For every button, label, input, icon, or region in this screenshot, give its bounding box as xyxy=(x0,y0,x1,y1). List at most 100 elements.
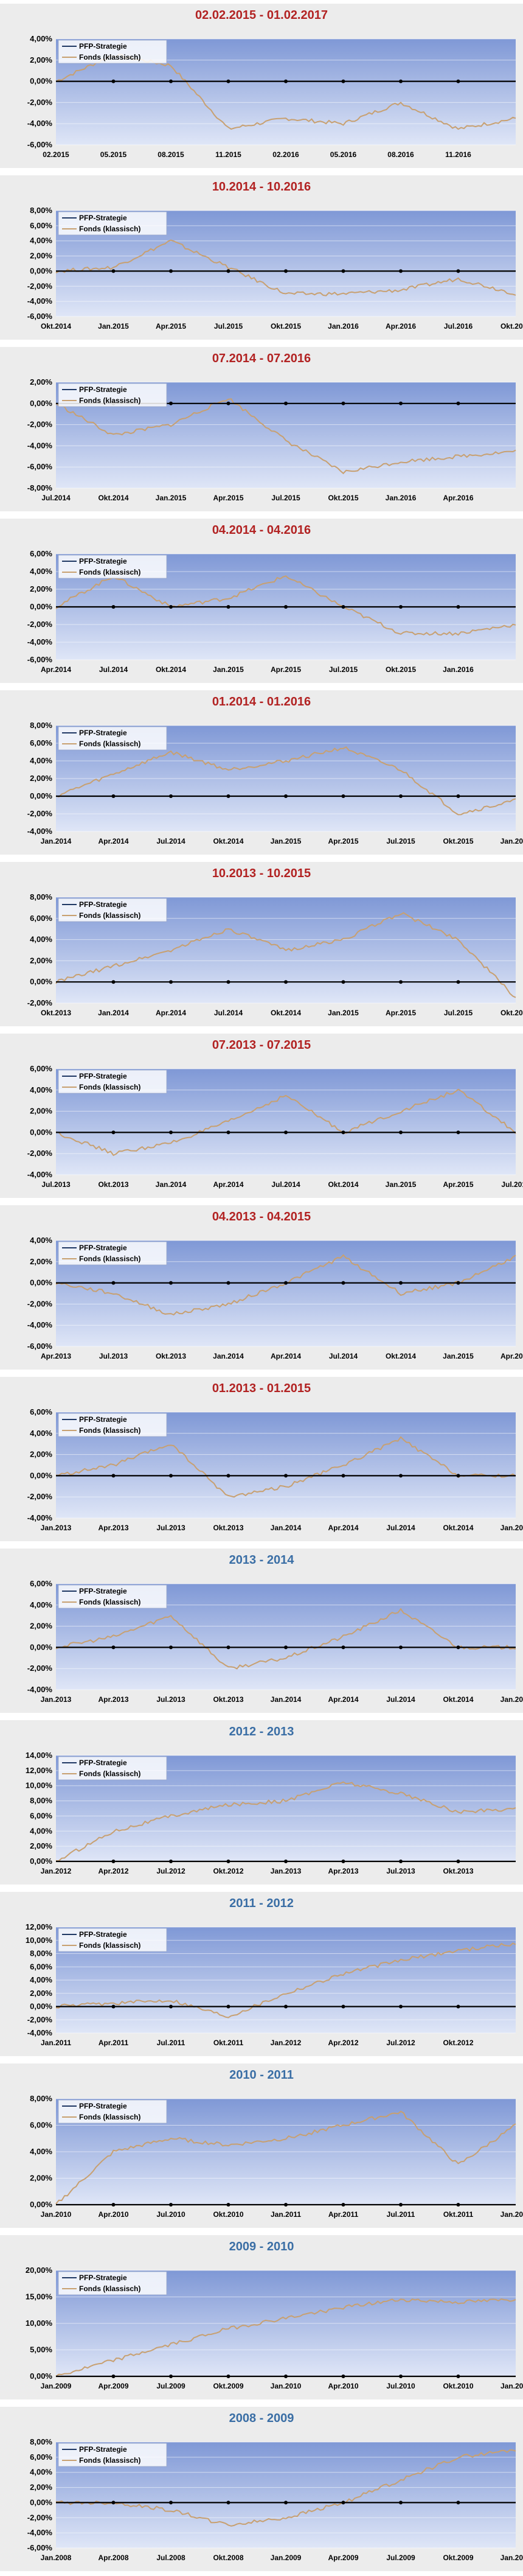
strategy-point xyxy=(341,1860,345,1863)
x-tick-label: Jul.2013 xyxy=(41,1180,71,1189)
legend-label-strategy: PFP-Strategie xyxy=(79,1759,127,1767)
x-tick-label: Apr.2012 xyxy=(328,2039,358,2047)
strategy-point xyxy=(226,401,230,405)
y-tick-label: 15,00% xyxy=(26,2292,53,2301)
y-tick-label: 12,00% xyxy=(26,1922,53,1931)
strategy-point xyxy=(284,1860,288,1863)
x-tick-label: Jan.2015 xyxy=(271,837,302,845)
x-tick-label: Okt.2014 xyxy=(98,494,128,502)
x-tick-label: Jan.2013 xyxy=(41,1695,72,1704)
x-tick-label: Jan.2014 xyxy=(156,1180,187,1189)
y-tick-label: 6,00% xyxy=(30,1811,52,1820)
strategy-point xyxy=(399,79,403,83)
strategy-point xyxy=(169,980,173,984)
y-tick-label: 2,00% xyxy=(30,377,52,387)
y-tick-label: 8,00% xyxy=(30,2094,52,2103)
strategy-point xyxy=(169,269,173,273)
strategy-point xyxy=(456,401,460,405)
x-tick-label: Jul.2014 xyxy=(386,1695,415,1704)
chart-svg: 6,00%4,00%2,00%0,00%-2,00%-4,00%Jan.2013… xyxy=(27,1407,523,1532)
strategy-point xyxy=(284,980,288,984)
strategy-point xyxy=(226,2375,230,2378)
chart-svg: 8,00% 6,00% 4,00% 2,00% 0,00% -2,00% Okt.2013 J… xyxy=(27,892,523,1017)
x-tick-label: Jul.2014 xyxy=(41,494,71,502)
strategy-point xyxy=(341,794,345,798)
x-tick-label: Apr.2015 xyxy=(213,494,243,502)
chart-panel: 02.02.2015 - 01.02.2017 4,00% 2,00% 0,00% -2… xyxy=(0,4,523,168)
chart-svg: 4,00%2,00%0,00%-2,00%-4,00%-6,00%Apr.201… xyxy=(27,1236,523,1360)
y-tick-label: 10,00% xyxy=(26,1781,53,1790)
chart-title: 2010 - 2011 xyxy=(229,2068,294,2082)
legend-label-strategy: PFP-Strategie xyxy=(79,1072,127,1080)
strategy-point xyxy=(341,401,345,405)
strategy-point xyxy=(399,605,403,609)
strategy-point xyxy=(341,2203,345,2207)
y-tick-label: -6,00% xyxy=(27,655,53,664)
x-tick-label: Okt.2010 xyxy=(213,2210,243,2219)
strategy-point xyxy=(341,2375,345,2378)
chart-title: 01.2014 - 01.2016 xyxy=(212,695,311,709)
chart-panel: 2012 - 2013 14,00% 12,00% 10,00% 8,00% 6,00% 4… xyxy=(0,1720,523,1885)
y-tick-label: -4,00% xyxy=(27,1320,53,1329)
series-fund-line xyxy=(55,239,516,296)
y-tick-label: 0,00% xyxy=(30,602,52,611)
y-tick-label: 20,00% xyxy=(26,2266,53,2275)
chart-svg: 2,00% 0,00% -2,00% -4,00% -6,00% -8,00% Jul.20… xyxy=(27,377,516,502)
chart-svg: 8,00% 6,00% 4,00% 2,00% 0,00% -2,00% -4,00% -6,… xyxy=(27,206,523,331)
strategy-point xyxy=(341,1281,345,1285)
chart-panel: 2011 - 2012 12,00% 10,00% 8,00% 6,00% 4,00% 2,… xyxy=(0,1892,523,2056)
legend-label-strategy: PFP-Strategie xyxy=(79,557,127,565)
legend-label-fund: Fonds (klassisch) xyxy=(79,225,140,233)
y-tick-label: 0,00% xyxy=(30,1642,52,1651)
legend-label-strategy: PFP-Strategie xyxy=(79,1244,127,1252)
legend: PFP-Strategie Fonds (klassisch) xyxy=(58,898,167,922)
y-tick-label: 4,00% xyxy=(30,2468,52,2477)
legend: PFP-Strategie Fonds (klassisch) xyxy=(58,1756,167,1780)
x-tick-label: Jan.2011 xyxy=(271,2210,301,2219)
chart-title: 07.2014 - 07.2016 xyxy=(212,352,311,365)
legend-label-strategy: PFP-Strategie xyxy=(79,42,127,51)
x-tick-label: Okt.2016 xyxy=(500,322,523,331)
legend: PFP-Strategie Fonds (klassisch) xyxy=(58,1413,167,1437)
x-tick-label: Jan.2015 xyxy=(500,1695,523,1704)
x-tick-label: Jul.2009 xyxy=(156,2382,185,2390)
strategy-point xyxy=(169,1860,173,1863)
strategy-point xyxy=(169,2004,173,2009)
strategy-point xyxy=(341,79,345,83)
strategy-point xyxy=(399,2501,403,2505)
x-tick-label: Jul.2015 xyxy=(329,665,358,674)
chart-panel: 04.2013 - 04.2015 4,00% 2,00% 0,00% -2,00% -4… xyxy=(0,1205,523,1370)
x-tick-label: Okt.2013 xyxy=(443,1867,473,1875)
x-tick-label: Jan.2016 xyxy=(443,665,474,674)
x-tick-label: Jul.2015 xyxy=(214,322,243,331)
chart-title: 10.2014 - 10.2016 xyxy=(212,180,311,194)
x-tick-label: Jul.2015 xyxy=(271,494,300,502)
x-tick-label: Jan.2015 xyxy=(443,1352,474,1360)
x-tick-label: Jan.2013 xyxy=(41,1524,72,1532)
strategy-point xyxy=(226,2501,230,2505)
series-fund-line xyxy=(55,2298,516,2377)
strategy-point xyxy=(284,794,288,798)
x-tick-label: 02.2015 xyxy=(43,150,69,159)
x-tick-label: Okt.2014 xyxy=(386,1352,416,1360)
strategy-point xyxy=(169,1130,173,1135)
x-tick-label: Jul.2008 xyxy=(156,2553,185,2562)
x-tick-label: Jan.2009 xyxy=(271,2553,302,2562)
chart-panel: 2013 - 2014 6,00% 4,00% 2,00% 0,00% -2,00% -4,… xyxy=(0,1549,523,1713)
y-tick-label: 8,00% xyxy=(30,1949,52,1958)
x-tick-label: Apr.2015 xyxy=(443,1180,473,1189)
chart-title: 04.2013 - 04.2015 xyxy=(212,1210,311,1223)
x-tick-label: Apr.2011 xyxy=(328,2210,359,2219)
y-tick-label: -6,00% xyxy=(27,140,53,149)
strategy-point xyxy=(399,1130,403,1135)
x-tick-label: Okt.2014 xyxy=(156,665,186,674)
x-tick-label: Jan.2012 xyxy=(41,1867,72,1875)
strategy-point xyxy=(284,2501,288,2505)
strategy-point xyxy=(341,605,345,609)
x-tick-label: Jan.2015 xyxy=(213,665,244,674)
chart-svg: 6,00%4,00%2,00%0,00%-2,00%-4,00%Jan.2013… xyxy=(27,1579,523,1704)
strategy-point xyxy=(399,2004,403,2009)
strategy-point xyxy=(399,980,403,984)
y-tick-label: 2,00% xyxy=(30,251,52,261)
